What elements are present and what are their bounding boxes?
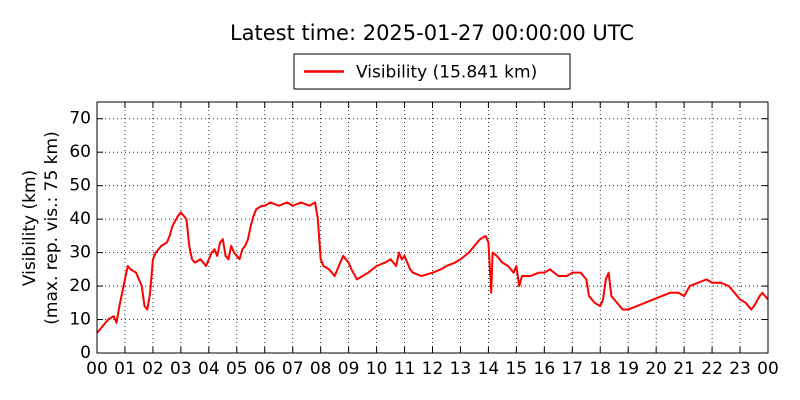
y-tick-label: 10 bbox=[69, 310, 91, 330]
x-tick-label: 05 bbox=[226, 359, 248, 379]
x-tick-label: 00 bbox=[86, 359, 108, 379]
y-axis-label: Visibility (km) bbox=[20, 170, 40, 286]
y-tick-label: 0 bbox=[80, 343, 91, 363]
x-tick-label: 06 bbox=[254, 359, 276, 379]
y-tick-label: 50 bbox=[69, 176, 91, 196]
y-tick-label: 30 bbox=[69, 243, 91, 263]
x-tick-label: 18 bbox=[589, 359, 611, 379]
legend-label: Visibility (15.841 km) bbox=[356, 63, 537, 83]
x-tick-label: 03 bbox=[170, 359, 192, 379]
x-tick-label: 21 bbox=[673, 359, 695, 379]
x-tick-label: 19 bbox=[617, 359, 639, 379]
y-tick-label: 70 bbox=[69, 109, 91, 129]
x-tick-label: 14 bbox=[478, 359, 500, 379]
y-tick-label: 20 bbox=[69, 276, 91, 296]
x-tick-label: 10 bbox=[366, 359, 388, 379]
x-tick-label: 16 bbox=[534, 359, 556, 379]
chart-title: Latest time: 2025-01-27 00:00:00 UTC bbox=[230, 21, 634, 45]
x-tick-label: 12 bbox=[422, 359, 444, 379]
x-tick-label: 07 bbox=[282, 359, 304, 379]
x-tick-label: 08 bbox=[310, 359, 332, 379]
x-tick-label: 00 bbox=[757, 359, 779, 379]
x-tick-label: 11 bbox=[394, 359, 416, 379]
x-tick-label: 04 bbox=[198, 359, 220, 379]
x-tick-label: 15 bbox=[506, 359, 528, 379]
y-axis-label: (max. rep. vis.: 75 km) bbox=[42, 131, 62, 324]
x-tick-label: 02 bbox=[142, 359, 164, 379]
plot-frame bbox=[96, 101, 769, 354]
x-tick-label: 01 bbox=[114, 359, 136, 379]
x-tick-label: 17 bbox=[561, 359, 583, 379]
x-tick-label: 13 bbox=[450, 359, 472, 379]
x-tick-label: 20 bbox=[645, 359, 667, 379]
data-line bbox=[96, 201, 769, 334]
x-tick-label: 23 bbox=[729, 359, 751, 379]
y-tick-label: 60 bbox=[69, 142, 91, 162]
x-tick-label: 22 bbox=[701, 359, 723, 379]
y-tick-label: 40 bbox=[69, 209, 91, 229]
x-tick-label: 09 bbox=[338, 359, 360, 379]
